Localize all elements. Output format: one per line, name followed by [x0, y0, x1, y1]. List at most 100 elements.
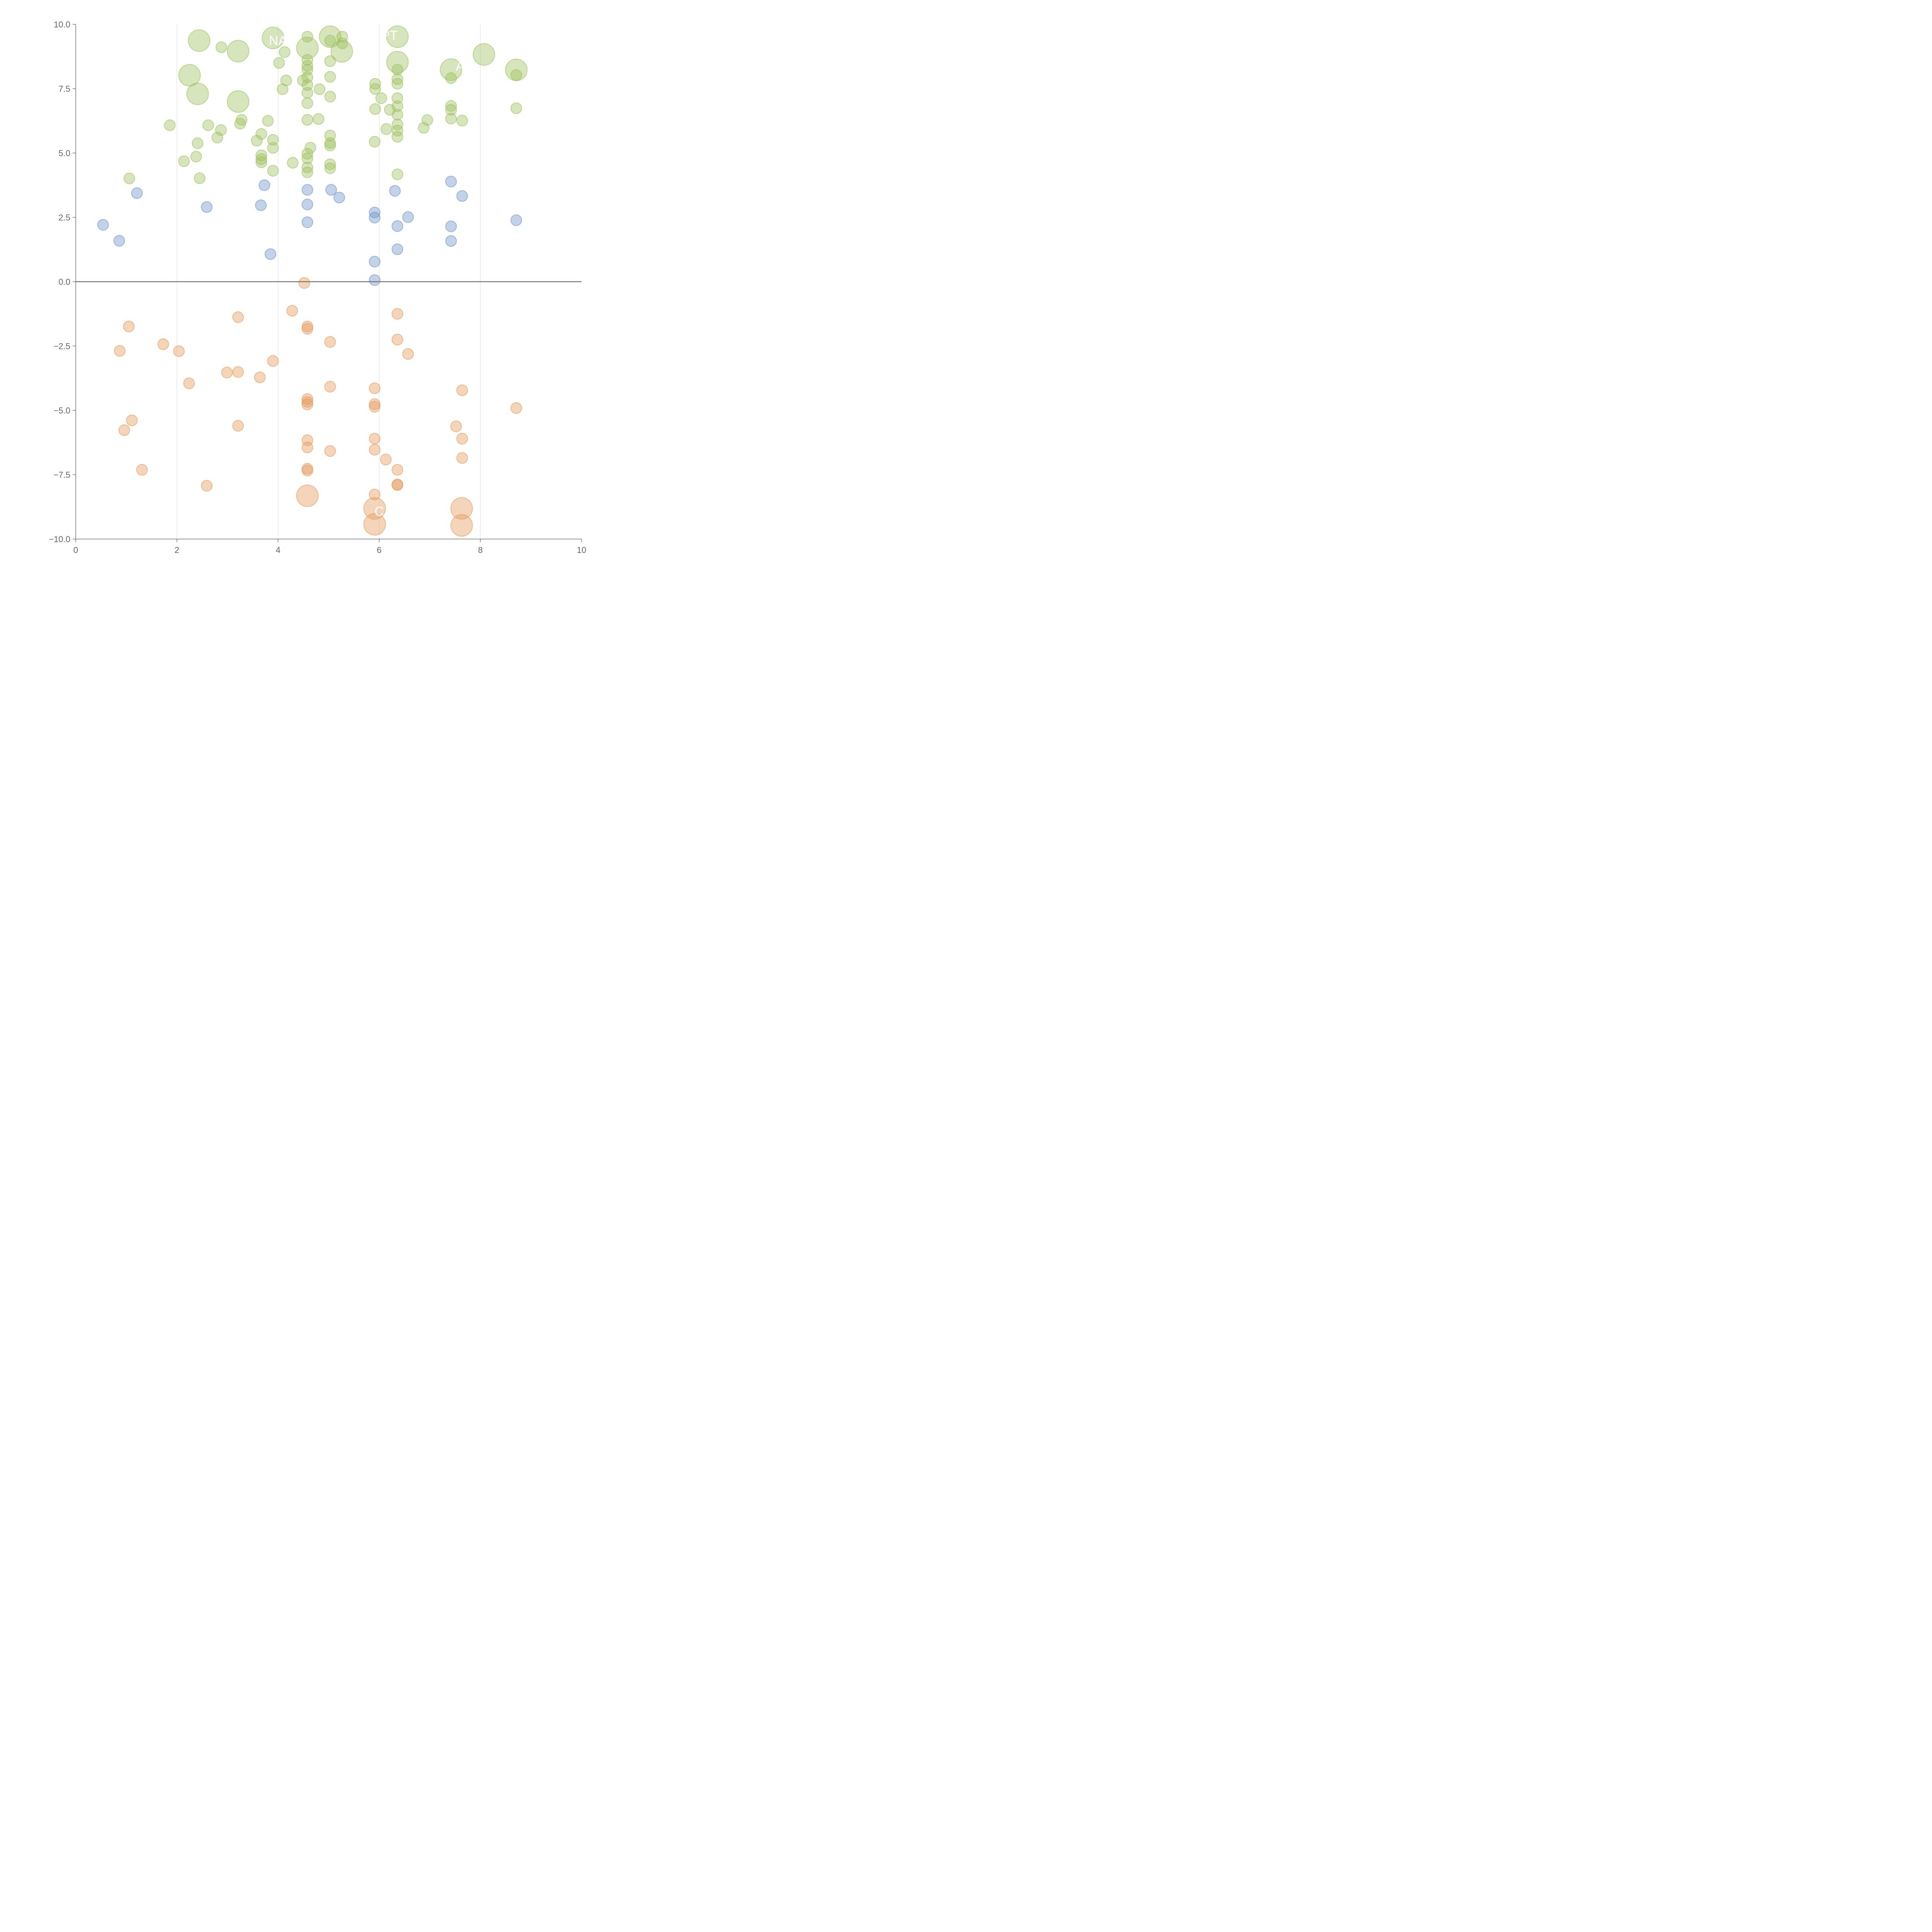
data-point-green	[324, 71, 336, 83]
data-point-green	[324, 158, 336, 170]
data-point-orange	[369, 488, 381, 500]
data-point-orange	[380, 454, 392, 466]
data-point-green	[262, 27, 284, 49]
data-point-orange	[369, 401, 381, 413]
data-point-blue	[402, 211, 414, 223]
data-point-green	[215, 41, 227, 53]
data-point-green	[375, 92, 387, 104]
data-point-orange	[296, 485, 319, 507]
data-point-orange	[126, 414, 138, 426]
data-point-orange	[324, 381, 336, 393]
data-points	[97, 25, 528, 537]
data-point-green	[391, 78, 403, 90]
data-point-green	[386, 25, 409, 48]
y-tick-label: 5.0	[58, 148, 70, 158]
data-point-green	[324, 139, 336, 151]
data-point-blue	[456, 190, 468, 202]
data-point-orange	[301, 464, 313, 476]
y-tick-label: 2.5	[58, 213, 70, 223]
y-tick-label: −7.5	[54, 470, 70, 480]
data-point-green	[192, 137, 204, 149]
chart-container: NA PT A C 0 2 4 6 8 10 −10.0 −7.5 −5.0 −2.5 0.0 2.5 5.0…	[0, 0, 603, 603]
data-point-green	[391, 100, 403, 112]
data-point-green	[324, 162, 336, 174]
data-point-blue	[445, 235, 457, 247]
data-point-green	[301, 31, 313, 43]
data-point-green	[188, 29, 211, 52]
data-point-green	[190, 151, 202, 163]
data-point-green	[227, 90, 250, 113]
data-point-orange	[183, 378, 195, 389]
x-tick-label: 0	[73, 545, 78, 555]
data-point-green	[287, 157, 299, 169]
data-point-green	[301, 148, 313, 160]
x-tick-label: 4	[276, 545, 280, 555]
data-point-orange	[391, 308, 403, 320]
data-point-green	[510, 69, 522, 81]
y-tick-label: −5.0	[54, 406, 70, 415]
data-point-orange	[324, 445, 336, 457]
data-point-green	[255, 153, 267, 165]
data-point-green	[280, 75, 292, 87]
data-point-blue	[369, 274, 381, 286]
data-point-green	[391, 64, 403, 76]
data-point-blue	[369, 212, 381, 224]
data-point-green	[301, 97, 313, 109]
data-point-green	[369, 136, 381, 148]
data-point-blue	[389, 185, 401, 197]
data-point-green	[324, 34, 336, 46]
data-point-green	[445, 100, 457, 112]
data-point-green	[301, 162, 313, 173]
data-point-orange	[369, 382, 381, 394]
data-point-green	[255, 128, 267, 140]
data-point-blue	[301, 199, 313, 211]
data-point-green	[273, 57, 285, 69]
data-point-green	[301, 152, 313, 164]
data-point-orange	[363, 513, 386, 536]
data-point-green	[267, 134, 279, 146]
data-point-green	[164, 119, 176, 131]
point-label: NA	[269, 33, 287, 48]
data-point-green	[304, 142, 316, 154]
data-point-green	[456, 115, 468, 127]
data-point-orange	[456, 452, 468, 464]
data-point-green	[313, 83, 325, 95]
data-point-blue	[391, 220, 403, 232]
point-label: PT	[381, 28, 398, 43]
y-tick-label: 10.0	[54, 20, 70, 29]
data-point-green	[369, 103, 381, 115]
data-point-green	[510, 102, 522, 114]
data-point-green	[227, 40, 250, 63]
data-point-orange	[456, 384, 468, 396]
data-point-blue	[113, 235, 125, 247]
data-point-blue	[255, 199, 267, 211]
data-point-blue	[301, 184, 313, 196]
data-point-green	[473, 43, 495, 66]
y-tick-label: 0.0	[58, 277, 70, 287]
data-point-green	[324, 91, 336, 103]
data-point-green	[445, 72, 457, 84]
data-point-orange	[118, 424, 130, 436]
data-point-green	[255, 149, 267, 161]
data-point-orange	[267, 355, 279, 367]
data-point-green	[262, 115, 274, 127]
data-point-green	[123, 172, 135, 184]
data-point-green	[336, 37, 348, 49]
x-tick-label: 6	[377, 545, 381, 555]
data-point-green	[301, 87, 313, 99]
data-point-orange	[324, 336, 336, 348]
data-point-green	[418, 122, 430, 134]
data-point-blue	[97, 219, 109, 231]
data-point-green	[255, 156, 267, 168]
data-point-orange	[510, 402, 522, 414]
data-point-orange	[123, 320, 135, 332]
data-point-orange	[301, 396, 313, 408]
data-point-green	[324, 137, 336, 149]
x-tick-label: 2	[175, 545, 179, 555]
data-point-orange	[363, 497, 386, 520]
data-point-green	[194, 172, 206, 184]
data-point-green	[369, 83, 381, 95]
data-point-green	[324, 55, 336, 67]
data-point-green	[391, 119, 403, 131]
data-point-green	[391, 92, 403, 104]
